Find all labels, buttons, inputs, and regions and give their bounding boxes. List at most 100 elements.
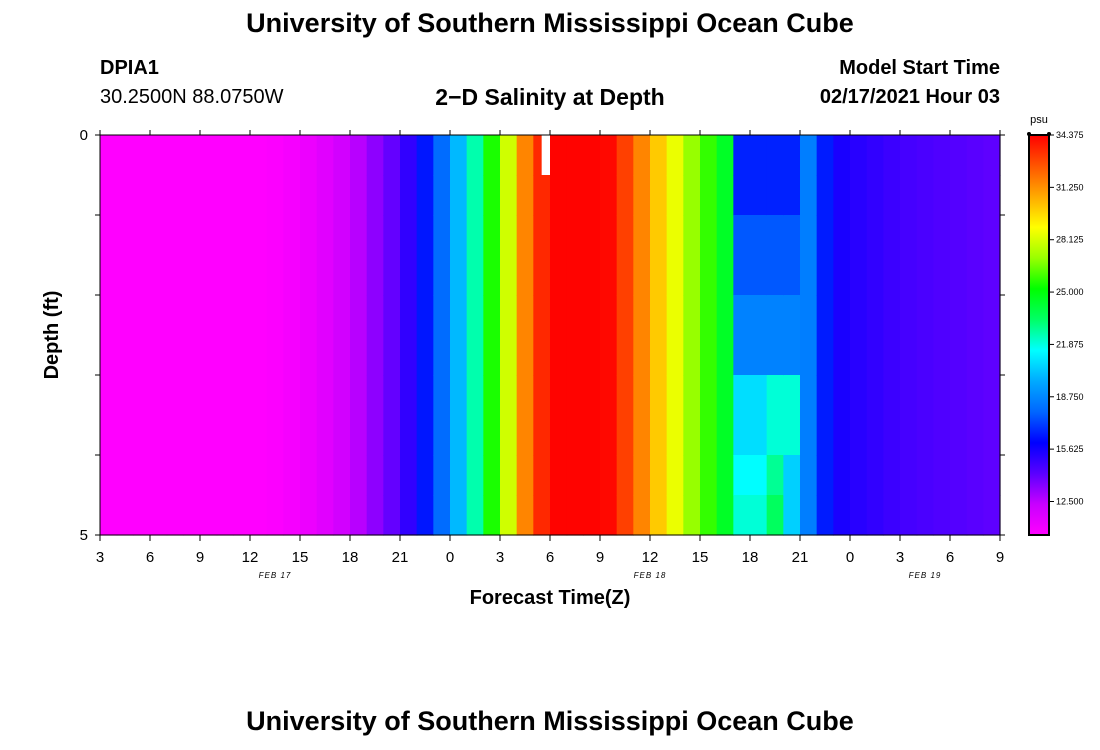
- heatmap-cell: [400, 375, 418, 456]
- x-axis: 3 6 9 12 15 18 21 0 3 6 9 12 15 18 21 0 3 6 9 FEB 17 FEB 18 F…: [96, 130, 1004, 580]
- x-tick-label: 6: [946, 549, 954, 566]
- heatmap-cell: [400, 175, 418, 216]
- heatmap-cell: [150, 455, 168, 496]
- heatmap-cell: [533, 215, 551, 296]
- heatmap-cell: [150, 375, 168, 456]
- heatmap-cell: [850, 215, 868, 296]
- heatmap-cell: [116, 175, 134, 216]
- heatmap-cell: [866, 135, 884, 176]
- heatmap-cell: [483, 495, 501, 536]
- heatmap-cell: [783, 295, 801, 376]
- heatmap-cell: [300, 215, 318, 296]
- heatmap-cell: [766, 495, 784, 536]
- x-tick-label: 21: [792, 549, 809, 566]
- heatmap-cell: [350, 495, 368, 536]
- heatmap-cell: [500, 495, 518, 536]
- x-date-label: FEB 19: [909, 571, 942, 580]
- heatmap-cell: [733, 135, 751, 176]
- heatmap-cell: [516, 375, 534, 456]
- heatmap-cell: [833, 495, 851, 536]
- heatmap-cell: [966, 295, 984, 376]
- heatmap-cell: [483, 215, 501, 296]
- heatmap-cell: [333, 175, 351, 216]
- heatmap-cell: [900, 175, 918, 216]
- heatmap-cell: [100, 175, 118, 216]
- x-tick-label: 18: [742, 549, 759, 566]
- heatmap-cell: [583, 215, 601, 296]
- heatmap-cell: [816, 455, 834, 496]
- heatmap-cell: [433, 375, 451, 456]
- heatmap-cell: [783, 375, 801, 456]
- heatmap-cell: [466, 135, 484, 176]
- heatmap-cell: [250, 295, 268, 376]
- heatmap-cell: [216, 455, 234, 496]
- heatmap-cell: [633, 455, 651, 496]
- heatmap-cell: [733, 495, 751, 536]
- heatmap-cell: [466, 495, 484, 536]
- data-gap: [541, 135, 550, 175]
- heatmap-cell: [166, 455, 184, 496]
- heatmap-cell: [333, 215, 351, 296]
- x-tick-label: 12: [642, 549, 659, 566]
- heatmap-cell: [750, 455, 768, 496]
- heatmap-cell: [366, 295, 384, 376]
- heatmap-cell: [466, 295, 484, 376]
- heatmap-cell: [250, 135, 268, 176]
- heatmap-cell: [300, 375, 318, 456]
- heatmap-cell: [583, 295, 601, 376]
- heatmap-cell: [316, 175, 334, 216]
- heatmap-cell: [766, 375, 784, 456]
- heatmap-cell: [100, 495, 118, 536]
- heatmap-cell: [183, 175, 201, 216]
- heatmap-cell: [550, 495, 568, 536]
- heatmap-cell: [150, 135, 168, 176]
- heatmap-cell: [683, 175, 701, 216]
- heatmap-cell: [816, 215, 834, 296]
- x-axis-label: Forecast Time(Z): [470, 587, 631, 609]
- heatmap-cell: [916, 135, 934, 176]
- heatmap-cell: [616, 215, 634, 296]
- heatmap-cell: [583, 375, 601, 456]
- x-tick-label: 3: [96, 549, 104, 566]
- x-tick-label: 3: [496, 549, 504, 566]
- heatmap-cell: [683, 375, 701, 456]
- heatmap-cell: [166, 295, 184, 376]
- colorbar-tick-label: 12.500: [1056, 496, 1084, 506]
- colorbar-tick-label: 15.625: [1056, 444, 1084, 454]
- heatmap-cell: [250, 495, 268, 536]
- colorbar-cap-left: [1027, 132, 1031, 136]
- heatmap-cell: [933, 135, 951, 176]
- heatmap-cell: [666, 375, 684, 456]
- footer-title: University of Southern Mississippi Ocean…: [246, 706, 854, 736]
- colorbar-tick-label: 34.375: [1056, 130, 1084, 140]
- heatmap-cell: [550, 375, 568, 456]
- heatmap-cell: [416, 295, 434, 376]
- heatmap-cell: [633, 295, 651, 376]
- heatmap-cell: [566, 175, 584, 216]
- heatmap-cell: [983, 135, 1001, 176]
- heatmap-cell: [633, 375, 651, 456]
- heatmap-cell: [216, 295, 234, 376]
- heatmap-cell: [100, 295, 118, 376]
- heatmap-cell: [833, 135, 851, 176]
- y-tick-label: 0: [80, 127, 88, 144]
- heatmap-cell: [500, 295, 518, 376]
- heatmap-cell: [783, 455, 801, 496]
- heatmap-cell: [650, 215, 668, 296]
- heatmap-cell: [350, 135, 368, 176]
- heatmap-cell: [466, 175, 484, 216]
- heatmap-cell: [750, 215, 768, 296]
- heatmap-cell: [350, 295, 368, 376]
- x-tick-label: 6: [546, 549, 554, 566]
- heatmap-cell: [750, 175, 768, 216]
- data-gap-marker: [541, 135, 550, 175]
- heatmap-cell: [150, 215, 168, 296]
- heatmap-cell: [233, 495, 251, 536]
- heatmap-cell: [666, 295, 684, 376]
- heatmap-cell: [433, 175, 451, 216]
- heatmap-cell: [500, 455, 518, 496]
- heatmap-cell: [216, 495, 234, 536]
- heatmap-cell: [266, 175, 284, 216]
- heatmap-cell: [433, 215, 451, 296]
- heatmap-cell: [183, 495, 201, 536]
